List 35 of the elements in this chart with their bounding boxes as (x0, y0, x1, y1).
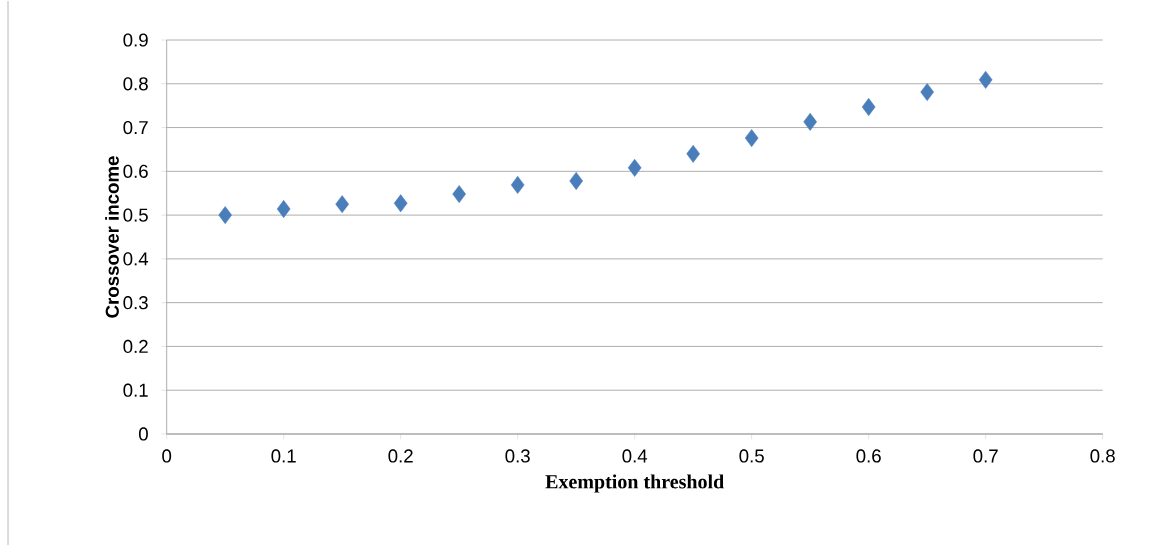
y-tick-label: 0.6 (123, 164, 148, 178)
x-tick-label: 0.2 (388, 449, 413, 463)
y-tick-label: 0 (138, 427, 148, 441)
point (686, 144, 700, 163)
x-tick-label: 0.6 (856, 449, 881, 463)
x-axis-title: Exemption threshold (545, 474, 724, 493)
point (218, 205, 232, 224)
x-tick-label: 0.4 (622, 449, 648, 463)
y-axis-title: Crossover income (105, 156, 119, 318)
y-tick-label: 0.2 (123, 339, 148, 353)
point (276, 199, 291, 218)
x-tick-label: 0.3 (505, 449, 530, 463)
point (803, 112, 817, 131)
point (335, 195, 349, 213)
point (393, 194, 408, 213)
point (920, 82, 934, 101)
point (510, 175, 525, 194)
point (744, 128, 759, 147)
x-tick-label: 0.1 (271, 449, 296, 463)
x-tick-label: 0.8 (1090, 449, 1115, 463)
point (569, 171, 583, 190)
point (978, 70, 993, 89)
y-tick-label: 0.9 (123, 33, 148, 47)
x-tick-label: 0.5 (739, 449, 764, 463)
point (452, 184, 466, 203)
y-tick-label: 0.8 (123, 76, 148, 91)
y-tick-label: 0.3 (123, 295, 148, 310)
y-tick-label: 0.7 (123, 120, 148, 134)
x-tick-label: 0 (162, 449, 172, 463)
y-tick-label: 0.5 (123, 208, 148, 222)
point (861, 97, 876, 116)
y-tick-label: 0.1 (123, 383, 148, 397)
y-tick-label: 0.4 (123, 252, 149, 266)
point (627, 158, 642, 177)
x-tick-label: 0.7 (973, 449, 998, 463)
